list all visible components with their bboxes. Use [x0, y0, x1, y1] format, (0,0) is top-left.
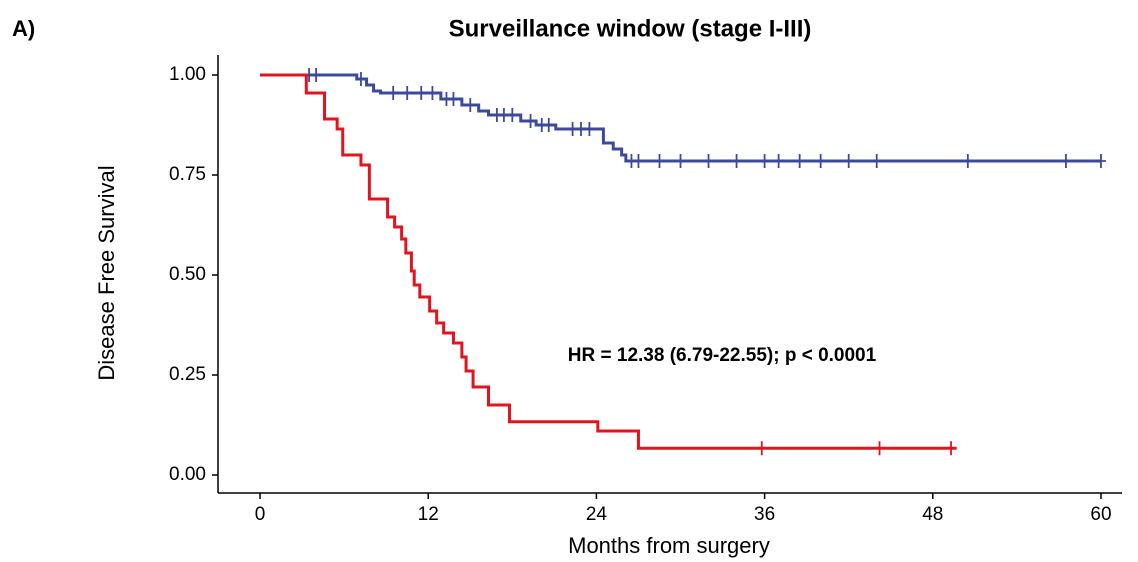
censor-mark: [543, 118, 554, 132]
x-tick-label: 36: [754, 504, 775, 525]
survival-curve: [260, 73, 957, 450]
censor-mark: [402, 86, 413, 100]
censor-mark: [1095, 154, 1106, 168]
censor-mark: [874, 441, 885, 456]
censor-mark: [675, 154, 686, 168]
censor-mark: [794, 154, 805, 168]
censor-mark: [633, 154, 644, 168]
censor-mark: [703, 154, 714, 168]
y-tick-label: 0.25: [169, 364, 206, 385]
annotation: HR = 12.38 (6.79-22.55); p < 0.0001: [568, 345, 877, 366]
y-tick-label: 0.00: [169, 464, 206, 485]
censor-mark: [498, 108, 509, 122]
censor-mark: [962, 154, 973, 168]
censor-mark: [355, 72, 366, 86]
censor-mark: [654, 154, 665, 168]
censor-mark: [416, 86, 427, 100]
censor-mark: [507, 108, 518, 122]
y-tick-label: 0.50: [169, 264, 206, 285]
censor-mark: [759, 154, 770, 168]
censor-mark: [731, 154, 742, 168]
x-tick-label: 60: [1090, 504, 1111, 525]
censor-mark: [388, 86, 399, 100]
censor-mark: [311, 68, 322, 82]
panel-label: A): [12, 16, 35, 41]
censor-mark: [871, 154, 882, 168]
censor-mark: [465, 98, 476, 112]
censor-mark: [584, 122, 595, 136]
censor-mark: [946, 441, 957, 456]
x-tick-label: 24: [586, 504, 608, 525]
censor-mark: [525, 114, 536, 128]
censor-mark: [815, 154, 826, 168]
censor-mark: [756, 441, 767, 456]
censor-mark: [567, 122, 578, 136]
y-tick-label: 1.00: [169, 64, 206, 85]
x-tick-label: 48: [922, 504, 943, 525]
censor-mark: [427, 86, 438, 100]
censor-mark: [843, 154, 854, 168]
censor-mark: [576, 122, 587, 136]
chart-title: Surveillance window (stage I-III): [449, 15, 812, 42]
censor-mark: [448, 92, 459, 106]
censor-mark: [1060, 154, 1071, 168]
y-axis-label: Disease Free Survival: [94, 165, 119, 380]
survival-curve: [260, 73, 1101, 163]
y-tick-label: 0.75: [169, 164, 206, 185]
x-axis-label: Months from surgery: [568, 533, 770, 558]
censor-mark: [773, 154, 784, 168]
x-tick-label: 12: [418, 504, 439, 525]
x-tick-label: 0: [255, 504, 266, 525]
